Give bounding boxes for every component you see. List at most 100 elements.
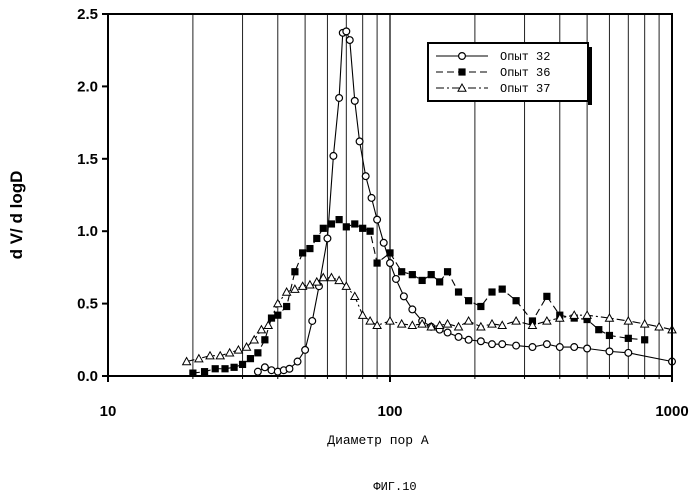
data-point — [386, 249, 393, 256]
data-point — [283, 303, 290, 310]
data-point — [398, 268, 405, 275]
data-point — [374, 216, 381, 223]
data-point — [529, 344, 536, 351]
data-point — [254, 368, 261, 375]
data-point — [254, 349, 261, 356]
data-point — [302, 347, 309, 354]
data-point — [380, 239, 387, 246]
data-point — [455, 334, 462, 341]
data-point — [409, 306, 416, 313]
data-point — [625, 335, 632, 342]
data-point — [465, 336, 472, 343]
legend-label: Опыт 36 — [500, 66, 550, 80]
data-point — [359, 311, 367, 318]
data-point — [386, 317, 394, 324]
data-point — [477, 303, 484, 310]
data-point — [291, 285, 299, 292]
data-point — [286, 365, 293, 372]
data-point — [428, 271, 435, 278]
data-point — [343, 28, 350, 35]
data-point — [556, 344, 563, 351]
data-point — [343, 223, 350, 230]
x-axis-label: Диаметр пор А — [327, 433, 429, 448]
data-point — [455, 323, 463, 330]
data-point — [294, 358, 301, 365]
data-point — [368, 194, 375, 201]
data-point — [250, 336, 258, 343]
data-point — [359, 225, 366, 232]
data-point — [247, 355, 254, 362]
data-point — [512, 297, 519, 304]
data-point — [234, 346, 242, 353]
data-point — [324, 235, 331, 242]
data-point — [195, 355, 203, 362]
data-point — [306, 245, 313, 252]
data-point — [655, 323, 663, 330]
series-2 — [189, 216, 648, 377]
data-point — [400, 293, 407, 300]
data-point — [465, 317, 473, 324]
y-tick-label: 2.0 — [77, 78, 98, 95]
data-point — [436, 278, 443, 285]
data-point — [489, 341, 496, 348]
data-point — [373, 321, 381, 328]
data-point — [351, 220, 358, 227]
legend-shadow — [588, 47, 592, 105]
data-point — [373, 259, 380, 266]
data-point — [465, 297, 472, 304]
data-point — [356, 138, 363, 145]
data-point — [328, 220, 335, 227]
data-point — [624, 317, 632, 324]
data-point — [513, 342, 520, 349]
data-point — [274, 312, 281, 319]
data-point — [362, 173, 369, 180]
data-point — [583, 311, 591, 318]
data-point — [212, 365, 219, 372]
data-point — [336, 95, 343, 102]
data-point — [455, 288, 462, 295]
x-tick-label: 100 — [377, 403, 402, 420]
data-point — [398, 320, 406, 327]
y-tick-label: 0.0 — [77, 368, 98, 385]
y-axis-label: d V/ d logD — [7, 171, 26, 260]
legend-label: Опыт 37 — [500, 82, 550, 96]
data-point — [268, 367, 275, 374]
data-point — [309, 318, 316, 325]
legend: Опыт 32Опыт 36Опыт 37 — [428, 43, 592, 105]
data-point — [571, 344, 578, 351]
data-point — [477, 338, 484, 345]
data-point — [488, 288, 495, 295]
data-point — [393, 276, 400, 283]
data-point — [230, 364, 237, 371]
data-point — [239, 361, 246, 368]
data-point — [584, 345, 591, 352]
data-point — [419, 277, 426, 284]
y-tick-label: 1.0 — [77, 223, 98, 240]
data-point — [299, 249, 306, 256]
data-point — [366, 317, 374, 324]
data-point — [488, 320, 496, 327]
data-point — [512, 317, 520, 324]
y-tick-label: 0.5 — [77, 296, 98, 313]
data-point — [499, 341, 506, 348]
data-point — [313, 235, 320, 242]
data-point — [625, 349, 632, 356]
x-tick-label: 10 — [100, 403, 117, 420]
data-point — [221, 365, 228, 372]
data-point — [444, 320, 452, 327]
x-tick-label: 1000 — [655, 403, 688, 420]
data-point — [444, 329, 451, 336]
data-point — [595, 326, 602, 333]
data-point — [206, 352, 214, 359]
y-tick-label: 1.5 — [77, 151, 98, 168]
data-point — [320, 225, 327, 232]
data-point — [257, 326, 265, 333]
data-point — [543, 341, 550, 348]
data-point — [606, 348, 613, 355]
data-point — [226, 349, 234, 356]
data-point — [351, 97, 358, 104]
y-tick-label: 2.5 — [77, 6, 98, 23]
data-point — [459, 53, 466, 60]
